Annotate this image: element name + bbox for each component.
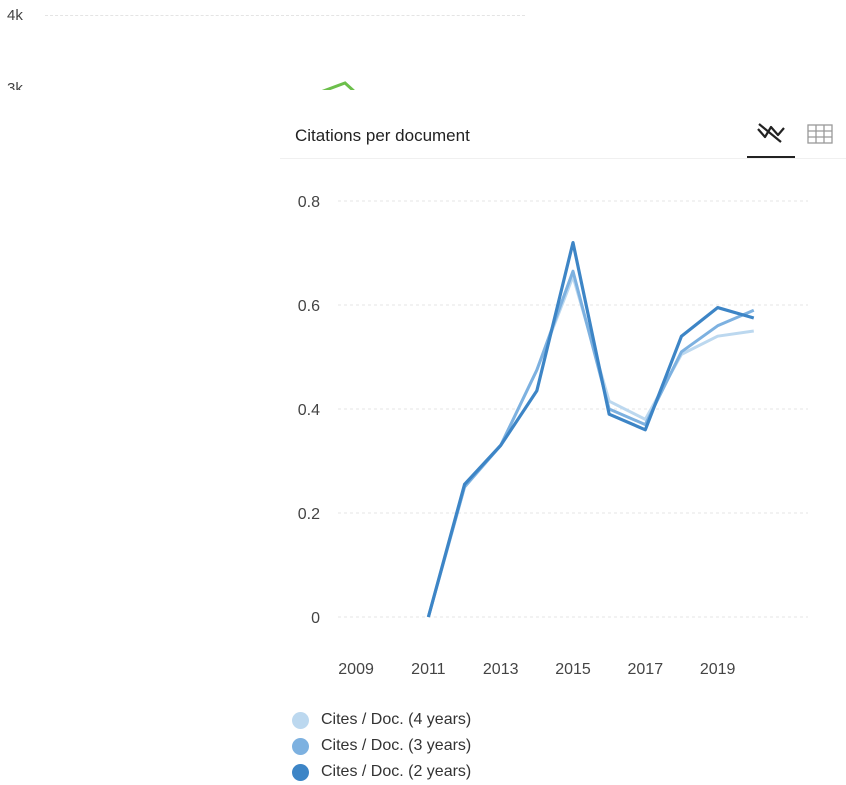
x-tick-label: 2019 bbox=[700, 661, 736, 678]
tab-table-view[interactable] bbox=[802, 110, 838, 158]
y-tick-label: 0.2 bbox=[298, 506, 320, 523]
legend-label: Cites / Doc. (3 years) bbox=[321, 737, 472, 754]
x-tick-label: 2009 bbox=[338, 661, 374, 678]
legend-item[interactable]: Cites / Doc. (3 years) bbox=[292, 733, 471, 759]
tab-chart-view[interactable] bbox=[747, 110, 795, 158]
legend-swatch bbox=[292, 711, 309, 729]
series-line-3 bbox=[426, 241, 755, 618]
background-y-tick: 3k bbox=[7, 80, 23, 90]
card-title: Citations per document bbox=[295, 126, 470, 145]
x-tick-label: 2017 bbox=[628, 661, 664, 678]
y-tick-label: 0.4 bbox=[298, 402, 320, 419]
line-chart-icon bbox=[757, 123, 785, 143]
legend-swatch bbox=[292, 737, 309, 755]
line-chart: 0 0.2 0.4 0.6 0.8 2009 2011 2013 2015 2017 2019 bbox=[298, 194, 808, 678]
chart-legend: Cites / Doc. (4 years) Cites / Doc. (3 ye… bbox=[292, 707, 471, 785]
legend-label: Cites / Doc. (2 years) bbox=[321, 763, 472, 780]
background-y-tick: 4k bbox=[7, 7, 23, 24]
table-grid-icon bbox=[807, 124, 833, 144]
y-tick-label: 0.8 bbox=[298, 194, 320, 211]
legend-item[interactable]: Cites / Doc. (4 years) bbox=[292, 707, 471, 733]
legend-swatch bbox=[292, 763, 309, 781]
legend-item[interactable]: Cites / Doc. (2 years) bbox=[292, 759, 471, 785]
background-gridline bbox=[45, 15, 525, 16]
citations-chart-card: Citations per document 0 0.2 0.4 0.6 0.8 2009… bbox=[280, 110, 846, 783]
y-tick-label: 0 bbox=[311, 610, 320, 627]
background-line bbox=[321, 81, 355, 90]
x-tick-label: 2011 bbox=[411, 661, 446, 678]
card-header: Citations per document bbox=[280, 110, 846, 159]
x-tick-label: 2015 bbox=[555, 661, 591, 678]
background-chart: 4k 3k bbox=[0, 0, 560, 90]
legend-label: Cites / Doc. (4 years) bbox=[321, 711, 472, 728]
y-tick-label: 0.6 bbox=[298, 298, 320, 315]
x-tick-label: 2013 bbox=[483, 661, 519, 678]
